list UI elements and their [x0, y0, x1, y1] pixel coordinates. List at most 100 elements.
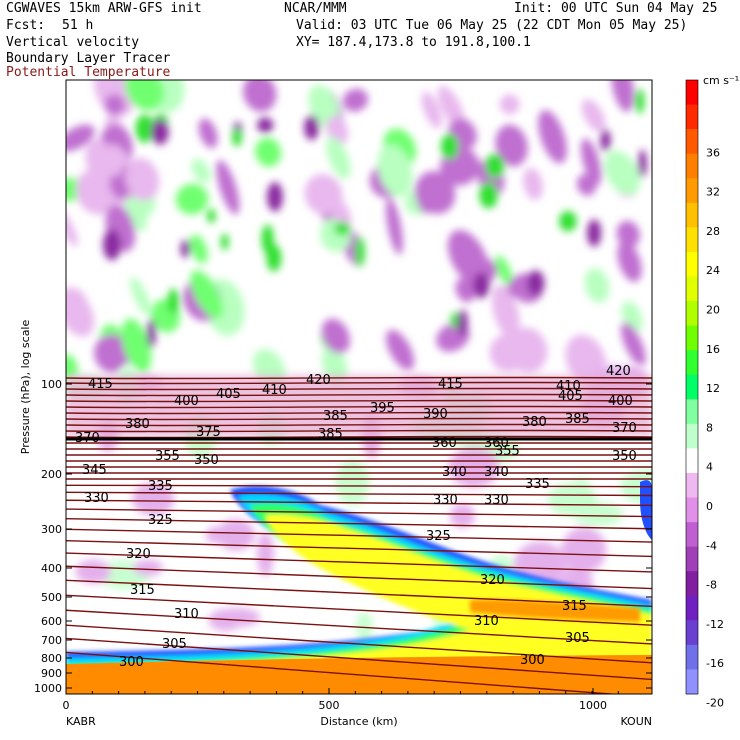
y-tick-label: 700 — [41, 634, 62, 647]
vv-blob — [104, 94, 125, 116]
x-tick-label: 0 — [63, 699, 70, 712]
theta-contour — [66, 376, 652, 380]
bl-plume-right-edge — [640, 480, 652, 540]
colorbar-swatch — [686, 423, 698, 449]
x-tick-label: 500 — [319, 699, 340, 712]
colorbar-swatch — [686, 350, 698, 376]
theta-contour — [66, 540, 652, 558]
vv-blob — [604, 150, 641, 196]
colorbar-swatch — [686, 620, 698, 646]
colorbar-frame — [685, 79, 699, 695]
vv-blob — [75, 559, 112, 584]
vv-core — [266, 182, 283, 212]
theta-contour-label: 330 — [84, 491, 109, 506]
vv-core — [479, 181, 498, 209]
theta-contour-label: 390 — [423, 407, 448, 422]
theta-contour — [66, 411, 652, 415]
theta-contour — [66, 594, 652, 626]
vv-blob — [208, 609, 243, 631]
vv-core — [257, 117, 274, 133]
colorbar-tick-label: 24 — [706, 264, 720, 277]
vv-blob — [121, 318, 152, 373]
colorbar-swatch — [686, 546, 698, 572]
vv-core — [441, 133, 459, 160]
vv-blob — [132, 482, 175, 516]
colorbar-swatch — [686, 522, 698, 548]
vv-blob — [495, 124, 528, 167]
theta-contour-label: 385 — [565, 412, 590, 427]
y-tick-label: 400 — [41, 562, 62, 575]
colorbar-swatch — [686, 104, 698, 130]
vv-blob — [66, 177, 83, 202]
colorbar-swatch — [686, 669, 698, 695]
vv-core — [206, 208, 216, 224]
theta-contour — [66, 491, 652, 497]
vv-blob — [573, 502, 624, 527]
vv-blob — [385, 197, 403, 255]
theta-contour-label: 410 — [262, 383, 287, 398]
vv-core — [135, 114, 154, 143]
vv-core — [220, 233, 229, 251]
vv-blob — [205, 526, 228, 544]
colorbar-swatch — [686, 129, 698, 155]
x-tick-label: 1000 — [579, 699, 607, 712]
vv-blob — [130, 277, 151, 316]
xy-cross-section: XY= 187.4,173.8 to 191.8,100.1 — [296, 35, 531, 50]
vv-blob — [191, 158, 211, 184]
vv-core — [472, 272, 490, 299]
vv-core — [334, 221, 351, 236]
vv-core — [146, 319, 156, 348]
vv-core — [485, 153, 505, 179]
vv-core — [559, 211, 577, 232]
vv-core — [638, 149, 647, 178]
theta-contour-label: 360 — [432, 436, 457, 451]
vv-blob — [538, 110, 567, 164]
theta-contour-label: 335 — [525, 477, 550, 492]
y-axis-title: Pressure (hPa), log scale — [19, 320, 32, 455]
field-vertical-velocity: Vertical velocity — [6, 35, 140, 50]
colorbar-swatch — [686, 448, 698, 474]
theta-contour — [66, 399, 652, 403]
vv-core — [600, 129, 611, 152]
theta-contour-label: 415 — [438, 377, 463, 392]
theta-contour — [66, 637, 652, 681]
y-tick-label: 100 — [41, 378, 62, 391]
theta-contour — [66, 381, 652, 385]
vv-core — [457, 309, 468, 337]
colorbar-tick-label: 28 — [706, 225, 720, 238]
vv-blob — [576, 174, 597, 196]
fcst-label: Fcst: — [6, 18, 46, 33]
plot-frame — [65, 79, 653, 695]
theta-contour-label: 335 — [148, 479, 173, 494]
vv-blob — [495, 255, 513, 287]
theta-contour-label: 305 — [162, 637, 187, 652]
theta-contour — [66, 528, 652, 543]
theta-contour — [66, 499, 652, 507]
colorbar-tick-label: -20 — [706, 696, 724, 709]
vv-blob — [386, 329, 415, 371]
vv-blob — [321, 318, 350, 354]
theta-contour-label: 375 — [196, 425, 221, 440]
init-time: Init: 00 UTC Sun 04 May 25 — [514, 1, 718, 16]
vv-blob — [342, 88, 369, 112]
y-tick-label: 500 — [41, 591, 62, 604]
theta-contour — [66, 484, 652, 488]
theta-contour — [66, 508, 652, 518]
colorbar-tick-label: -4 — [706, 539, 717, 552]
colorbar-tick-label: 20 — [706, 303, 720, 316]
fcst-value: 51 h — [62, 18, 94, 33]
vv-blob — [377, 144, 413, 197]
theta-contour-label: 395 — [370, 401, 395, 416]
vv-blob — [190, 270, 223, 319]
theta-contour-label: 405 — [558, 389, 583, 404]
vv-core — [232, 128, 242, 147]
colorbar-swatch — [686, 497, 698, 523]
vv-blob — [85, 139, 114, 180]
theta-contour-label: 350 — [194, 453, 219, 468]
colorbar-swatch — [686, 202, 698, 228]
y-tick-label: 1000 — [34, 682, 62, 695]
vv-blob — [449, 503, 476, 528]
org-label: NCAR/MMM — [284, 1, 347, 16]
colorbar-swatch — [686, 374, 698, 400]
